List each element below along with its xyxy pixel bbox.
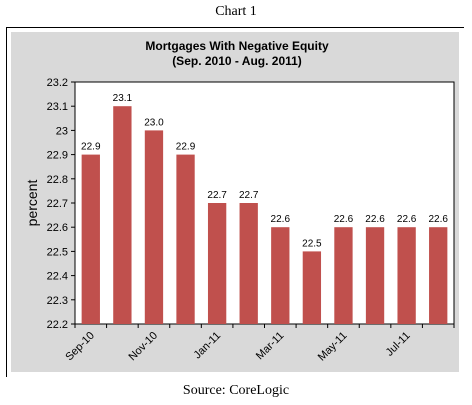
bar-may-11 xyxy=(334,227,353,324)
data-label: 22.7 xyxy=(239,190,259,201)
chart-source: Source: CoreLogic xyxy=(182,383,290,398)
data-label: 22.6 xyxy=(397,214,417,225)
data-label: 22.6 xyxy=(428,214,448,225)
bar-apr-11 xyxy=(302,251,322,324)
chart-frame: Mortgages With Negative Equity (Sep. 201… xyxy=(6,27,465,378)
y-tick-label: 22.7 xyxy=(47,198,68,210)
chart-caption-top: Chart 1 xyxy=(215,4,257,19)
y-tick-label: 22.9 xyxy=(47,150,68,162)
bar-jun-11 xyxy=(365,227,385,324)
data-label: 23.1 xyxy=(113,93,133,104)
y-tick-label: 23.2 xyxy=(47,77,68,89)
y-axis-label: percent xyxy=(24,180,40,227)
data-label: 22.9 xyxy=(81,142,101,153)
y-tick-label: 22.8 xyxy=(47,174,68,186)
plot-area xyxy=(74,81,455,325)
y-tick-label: 22.5 xyxy=(47,246,68,258)
y-tick-label: 22.4 xyxy=(47,271,68,283)
chart-subtitle: (Sep. 2010 - Aug. 2011) xyxy=(172,54,302,68)
data-label: 22.5 xyxy=(302,238,322,249)
y-tick-label: 22.3 xyxy=(47,295,68,307)
data-label: 22.9 xyxy=(176,142,196,153)
y-axis: 23.2 23.1 23 22.9 22.8 22.7 22.6 22.5 22.4 22.3 22… xyxy=(47,77,75,331)
bar-feb-11 xyxy=(239,203,258,324)
data-label: 22.6 xyxy=(365,214,385,225)
y-tick-label: 22.2 xyxy=(47,319,68,331)
bar-sep-10 xyxy=(81,154,100,324)
bar-jul-11 xyxy=(397,227,416,324)
bar-mar-11 xyxy=(271,227,290,324)
y-tick-label: 22.6 xyxy=(47,222,68,234)
chart-title: Mortgages With Negative Equity xyxy=(145,39,329,53)
data-label: 23.0 xyxy=(144,117,164,128)
bar-dec-10 xyxy=(176,154,195,324)
y-tick-label: 23 xyxy=(56,125,68,137)
bar-oct-10 xyxy=(113,106,132,324)
data-label: 22.6 xyxy=(334,214,354,225)
bar-nov-10 xyxy=(144,130,164,324)
y-tick-label: 23.1 xyxy=(47,101,68,113)
bar-jan-11 xyxy=(207,203,227,324)
data-label: 22.6 xyxy=(271,214,291,225)
bar-series: 22.9 23.1 23.0 22.9 22.7 22.7 22.6 22.5 22.6 22.6… xyxy=(81,93,448,324)
data-label: 22.7 xyxy=(207,190,227,201)
bar-chart: Mortgages With Negative Equity (Sep. 201… xyxy=(7,28,465,378)
bar-aug-11 xyxy=(429,227,448,324)
